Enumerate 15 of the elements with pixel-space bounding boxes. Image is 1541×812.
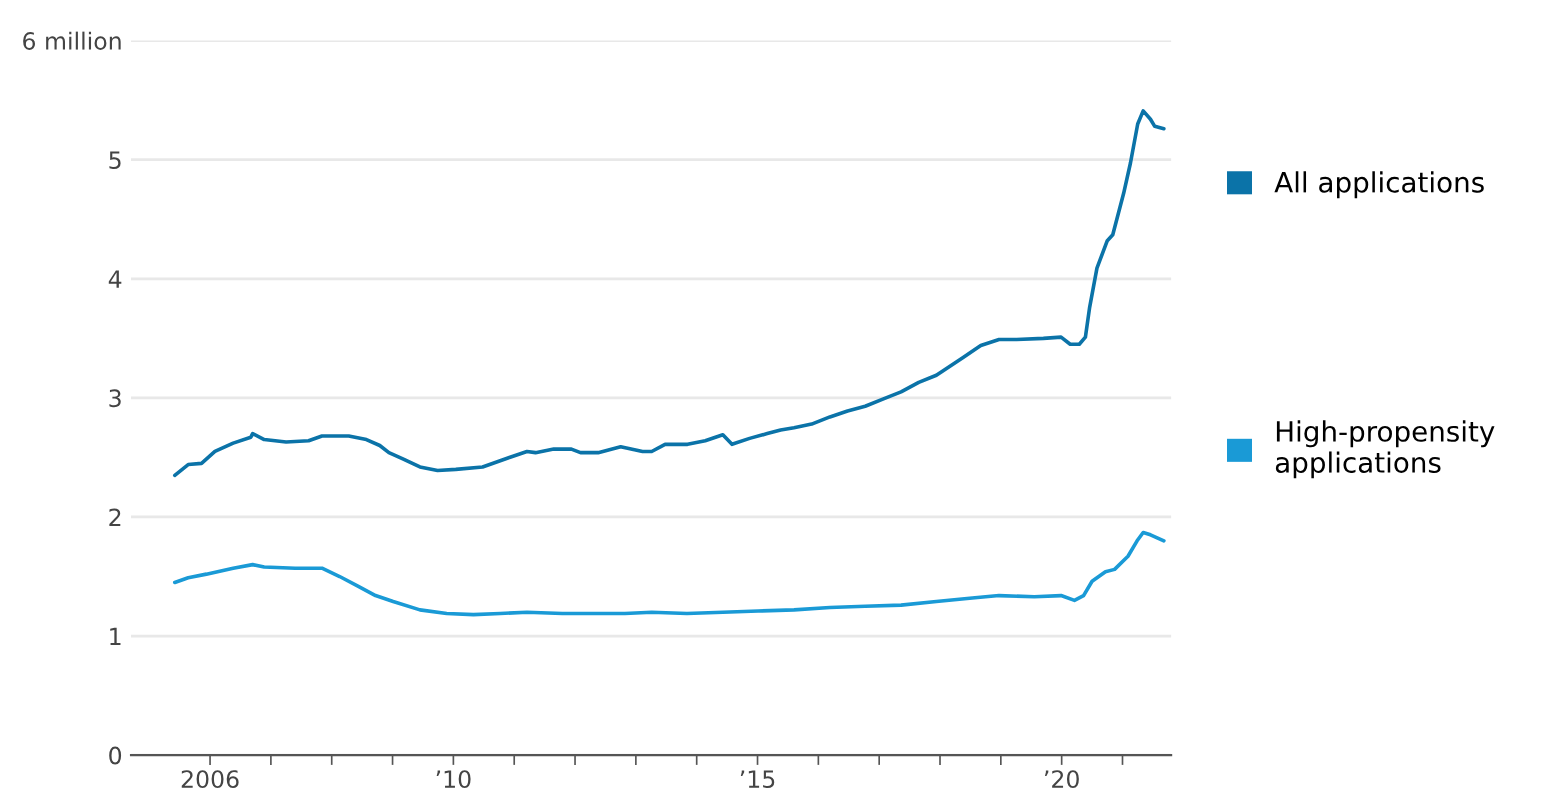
y-tick-label: 2	[109, 508, 121, 526]
x-tick-label: ’15	[740, 770, 775, 789]
y-tick-label: 0	[109, 746, 122, 765]
legend-label: All applications	[1274, 171, 1484, 199]
x-tick-label: ’20	[1044, 770, 1079, 789]
x-tick-label: ’10	[436, 770, 471, 789]
y-tick-label: 5	[109, 151, 121, 169]
y-tick-label: 3	[109, 389, 121, 408]
y-tick-label: 1	[110, 627, 121, 646]
y-tick-label: 6 million	[23, 31, 121, 50]
y-tick-label: 4	[108, 270, 122, 288]
legend-label: High-propensity applications	[1275, 420, 1495, 479]
line-series	[172, 530, 1166, 617]
line-series	[172, 109, 1166, 478]
x-tick-label: 2006	[181, 770, 239, 789]
